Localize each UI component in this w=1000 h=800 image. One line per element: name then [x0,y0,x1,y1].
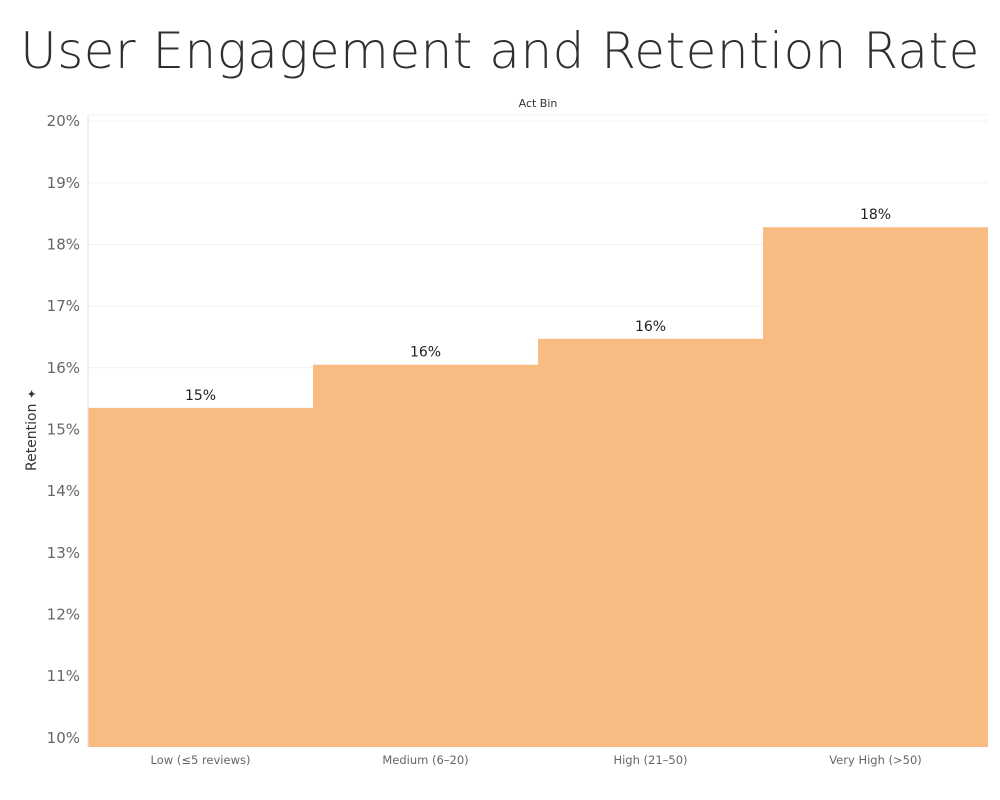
bar-0[interactable] [88,407,313,747]
data-label-3: 18% [860,207,891,223]
column-header: Act Bin [518,97,558,110]
y-tick-label: 18% [47,235,80,253]
x-category-label-2: High (21–50) [613,753,687,767]
y-tick-label: 19% [47,174,80,192]
x-category-label-3: Very High (>50) [829,753,922,767]
y-tick-label: 10% [47,729,80,747]
y-tick-label: 20% [47,112,80,130]
y-tick-label: 17% [47,297,80,315]
bar-3[interactable] [763,227,988,748]
chart-title: User Engagement and Retention Rate [20,22,980,80]
y-tick-label: 15% [47,420,80,438]
x-category-label-0: Low (≤5 reviews) [151,753,251,767]
bar-1[interactable] [313,364,538,747]
data-labels: 15% 16% 16% 18% [185,207,891,404]
y-tick-label: 12% [47,605,80,623]
y-tick-label: 13% [47,544,80,562]
data-label-1: 16% [410,345,441,361]
x-categories: Low (≤5 reviews) Medium (6–20) High (21–50… [151,753,922,767]
y-tick-label: 11% [47,667,80,685]
data-label-2: 16% [635,319,666,335]
x-category-label-1: Medium (6–20) [382,753,468,767]
y-ticks: 10% 11% 12% 13% 14% 15% 16% 17% 18% 19% 20% [47,112,80,747]
bar-2[interactable] [538,338,763,747]
y-tick-label: 14% [47,482,80,500]
bars [88,227,988,748]
y-tick-label: 16% [47,359,80,377]
data-label-0: 15% [185,388,216,404]
